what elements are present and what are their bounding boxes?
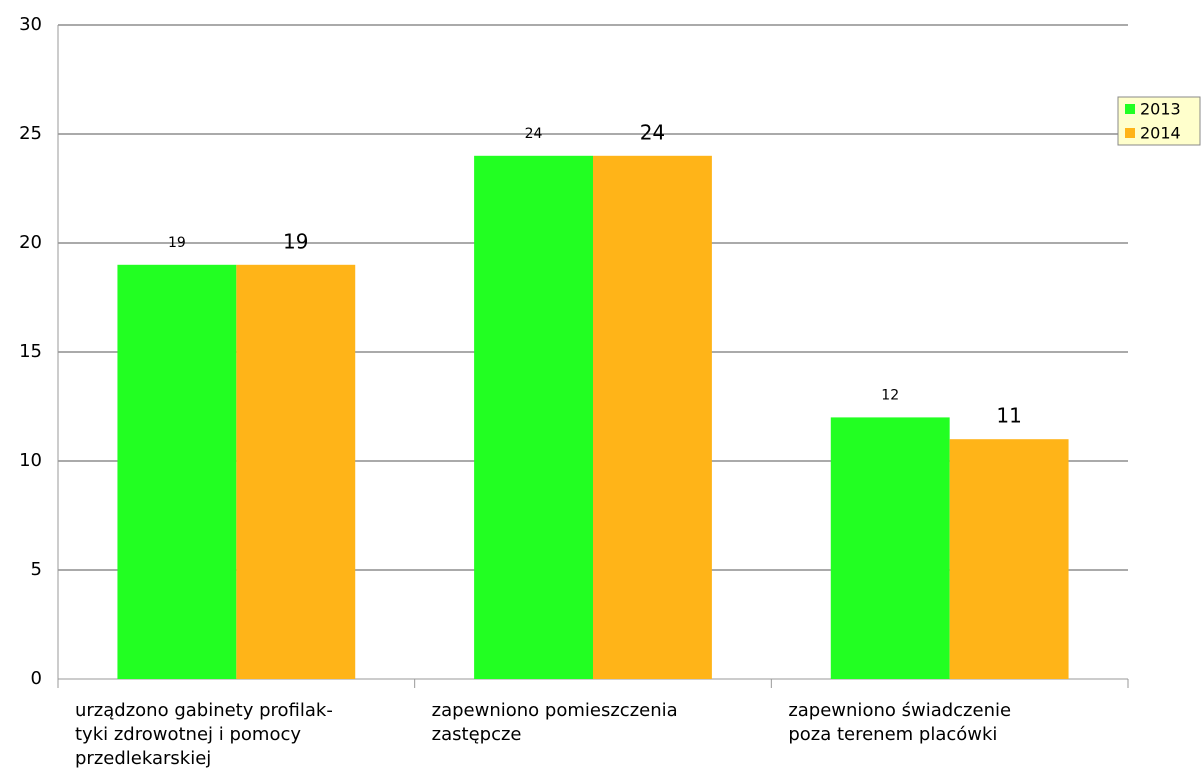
legend-swatch bbox=[1125, 128, 1135, 138]
y-tick-label: 20 bbox=[19, 232, 42, 253]
bar bbox=[236, 264, 356, 679]
data-label: 24 bbox=[640, 120, 665, 144]
y-tick-label: 15 bbox=[19, 341, 42, 362]
y-tick-label: 5 bbox=[31, 559, 42, 580]
bar bbox=[830, 417, 950, 679]
x-tick-label: zapewniono pomieszczenia zastępcze bbox=[431, 700, 678, 745]
legend-swatch bbox=[1125, 104, 1135, 114]
y-tick-label: 30 bbox=[19, 14, 42, 35]
data-label: 19 bbox=[168, 235, 186, 251]
data-label: 11 bbox=[996, 404, 1021, 428]
legend: 2013 2014 bbox=[1117, 96, 1201, 146]
bar bbox=[949, 439, 1069, 679]
data-label: 24 bbox=[525, 126, 543, 142]
data-label: 19 bbox=[283, 229, 308, 253]
bar bbox=[474, 155, 593, 680]
x-tick-label: zapewniono świadczenie poza terenem plac… bbox=[788, 700, 1012, 745]
bar bbox=[117, 264, 237, 679]
y-tick-label: 0 bbox=[31, 668, 42, 689]
bar bbox=[593, 155, 712, 680]
legend-label: 2013 bbox=[1140, 100, 1181, 119]
y-tick-label: 25 bbox=[19, 123, 42, 144]
y-tick-label: 10 bbox=[19, 450, 42, 471]
x-tick-label: urządzono gabinety profilak- tyki zdrowo… bbox=[75, 700, 333, 769]
data-label: 12 bbox=[881, 387, 899, 403]
legend-label: 2014 bbox=[1140, 124, 1181, 143]
